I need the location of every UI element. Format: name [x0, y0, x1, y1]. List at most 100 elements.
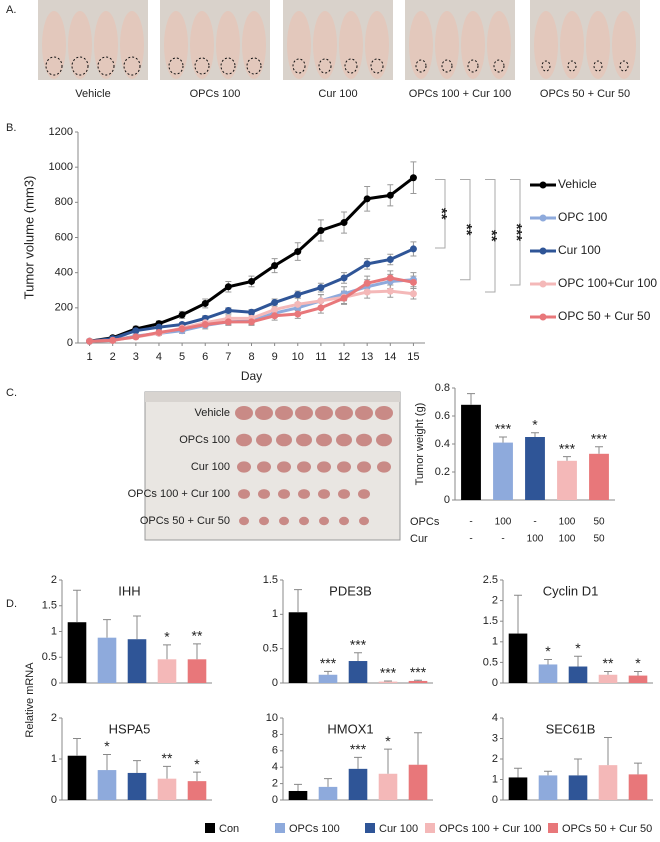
error-bar — [514, 594, 522, 634]
legend-label: Cur 100 — [379, 823, 418, 835]
tumor-row-label: Vehicle — [195, 407, 230, 419]
mouse — [242, 11, 266, 79]
significance: * — [104, 738, 110, 754]
bracket — [435, 178, 446, 249]
y-tick-label: 0 — [51, 794, 57, 806]
bar — [628, 675, 648, 683]
error-bar — [574, 655, 582, 667]
x-tick-label: 15 — [407, 351, 419, 363]
point — [317, 226, 325, 234]
tumor — [239, 516, 249, 526]
panel-label: A. — [6, 4, 16, 16]
significance: *** — [320, 655, 337, 671]
tumor — [355, 406, 373, 420]
tumor-outline — [168, 57, 184, 75]
table-cell: 100 — [527, 534, 544, 545]
y-tick-label: 0.5 — [42, 651, 57, 663]
significance: *** — [591, 431, 608, 447]
bar — [187, 781, 207, 800]
bar — [493, 442, 513, 500]
bar — [568, 666, 588, 683]
mouse — [94, 11, 118, 79]
mouse — [120, 11, 144, 79]
legend-label: OPCs 50 + Cur 50 — [562, 823, 652, 835]
tumor — [319, 516, 329, 526]
legend-marker — [539, 247, 547, 255]
photo-caption: OPCs 100 + Cur 100 — [409, 88, 511, 100]
point — [248, 318, 255, 326]
tumor-outline — [97, 56, 115, 76]
error-bar — [193, 771, 201, 782]
bar — [348, 768, 368, 800]
significance: * — [194, 756, 200, 772]
point — [409, 290, 417, 298]
table-row-label: OPCs — [410, 516, 440, 528]
point — [178, 325, 186, 333]
error-bar — [193, 643, 201, 660]
tumor-outline — [415, 59, 427, 73]
tumor-outline — [220, 57, 236, 75]
chart-title: IHH — [118, 583, 140, 598]
tumor-outline — [292, 58, 306, 74]
bar — [568, 775, 588, 800]
y-tick-label: 1 — [51, 625, 57, 637]
y-tick-label: 400 — [55, 267, 73, 279]
y-tick-label: 4 — [272, 761, 278, 773]
y-tick-label: 0 — [67, 337, 73, 349]
tumor — [317, 461, 331, 473]
error-bar — [544, 659, 552, 665]
mouse — [164, 11, 188, 79]
tumor — [377, 461, 391, 473]
tumor — [278, 489, 290, 499]
point — [201, 299, 209, 307]
y-tick-label: 0 — [444, 494, 450, 506]
point — [109, 336, 117, 344]
error-bar — [73, 738, 81, 756]
bar — [628, 774, 648, 800]
point — [271, 312, 279, 320]
error-bar — [544, 770, 552, 776]
y-axis-label: Tumor volume (mm3) — [21, 176, 36, 300]
error-bar — [414, 679, 422, 681]
tumor-outline — [194, 57, 210, 75]
tumor — [338, 489, 350, 499]
error-bar — [163, 765, 171, 779]
point — [386, 191, 394, 199]
tumor — [255, 406, 273, 420]
point — [317, 284, 325, 292]
mouse — [313, 11, 337, 79]
y-tick-label: 800 — [55, 196, 73, 208]
y-tick-label: 2 — [51, 712, 57, 724]
y-tick-label: 1 — [492, 773, 498, 785]
bar — [378, 773, 398, 800]
bar — [508, 633, 528, 683]
mouse — [435, 11, 459, 79]
bar — [589, 453, 609, 500]
bar — [598, 674, 618, 683]
significance: * — [575, 640, 581, 656]
significance: ** — [603, 655, 614, 671]
tumor-outline — [344, 58, 358, 74]
significance: *** — [350, 741, 367, 757]
significance: * — [532, 417, 538, 433]
bar — [288, 790, 308, 800]
point — [294, 291, 302, 299]
chart-title: PDE3B — [329, 583, 372, 598]
y-axis-label: Relative mRNA — [24, 662, 36, 738]
error-bar — [634, 670, 642, 676]
legend-label: Vehicle — [558, 177, 597, 191]
error-bar — [354, 652, 362, 662]
point — [386, 274, 394, 282]
significance: * — [385, 733, 391, 749]
error-bar — [324, 670, 332, 675]
legend-marker — [539, 214, 547, 222]
y-tick-label: 0.4 — [435, 438, 450, 450]
table-cell: - — [469, 517, 472, 528]
point — [294, 300, 302, 308]
mouse — [560, 11, 584, 79]
x-tick-label: 2 — [110, 351, 116, 363]
point — [363, 260, 371, 268]
chart-title: SEC61B — [546, 721, 596, 736]
tumor-outline — [318, 58, 332, 74]
tumor — [297, 461, 311, 473]
